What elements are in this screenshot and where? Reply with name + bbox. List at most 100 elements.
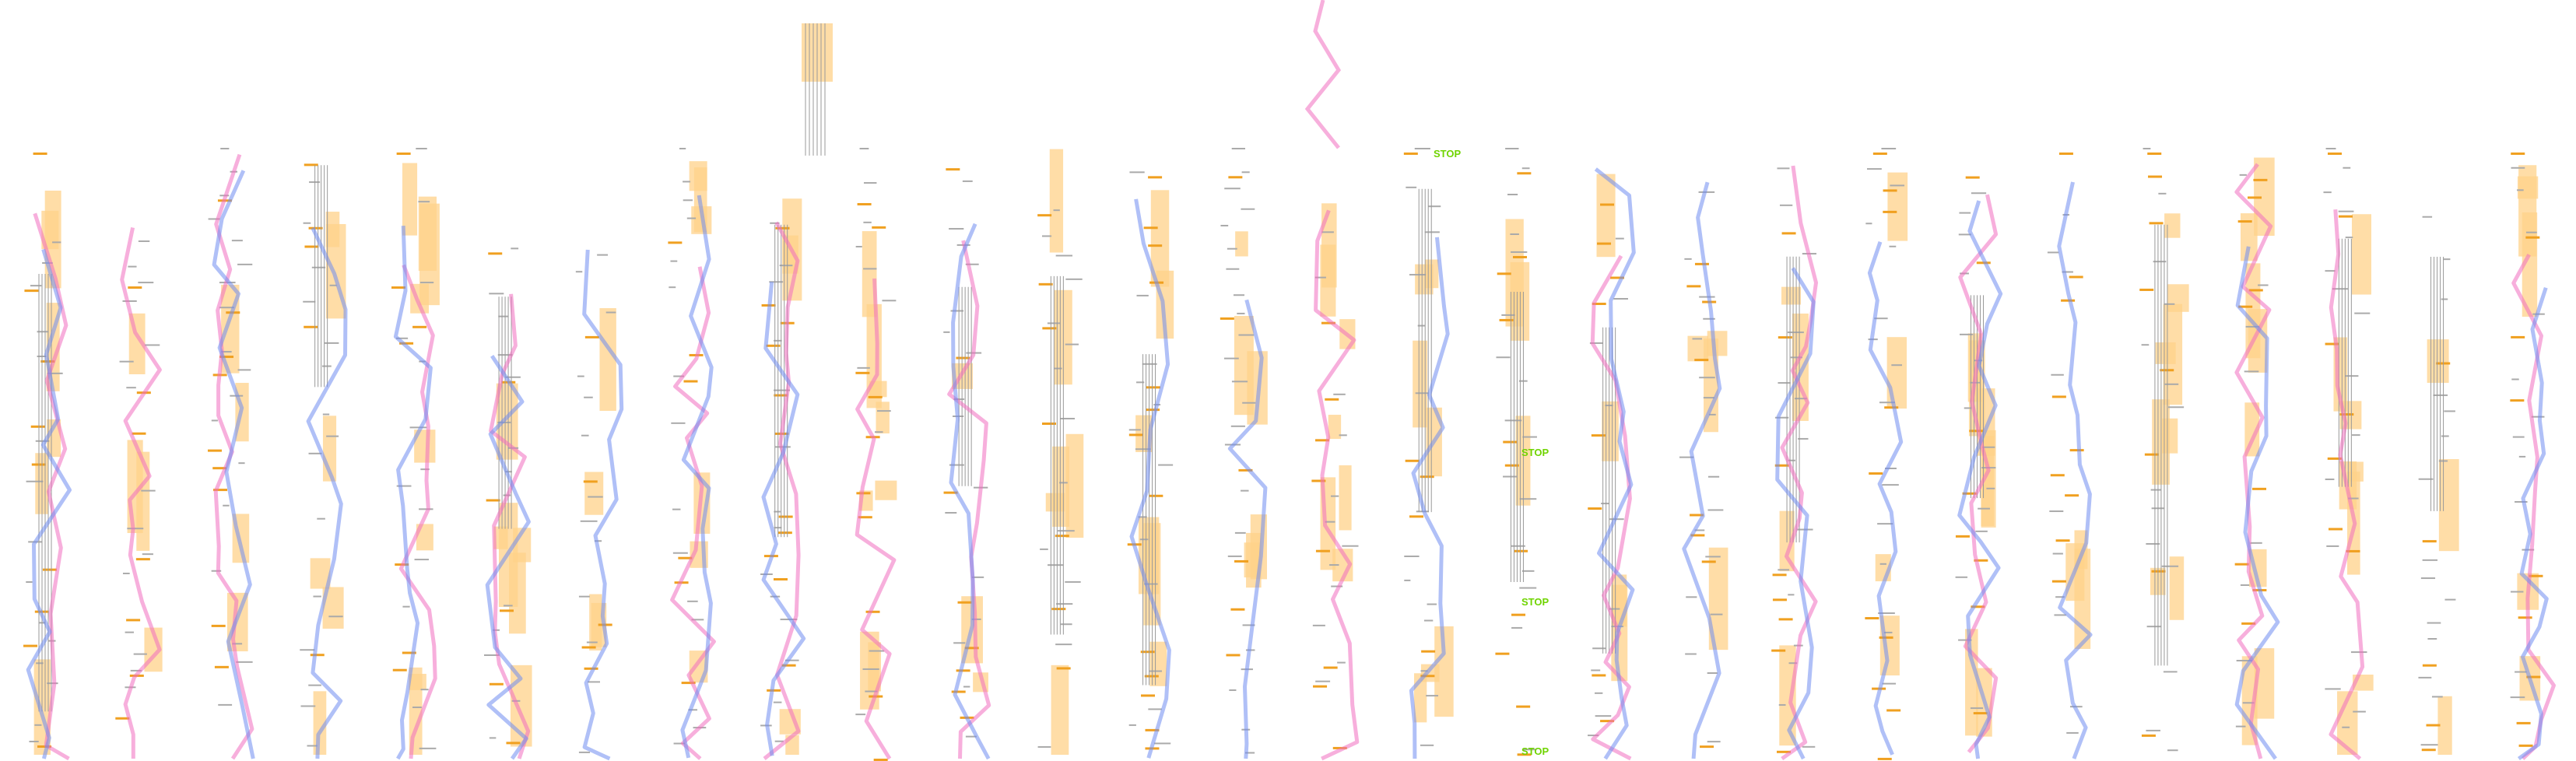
dash <box>2160 369 2174 372</box>
dash <box>115 717 130 720</box>
tick-text <box>1958 233 1971 236</box>
dash <box>2065 494 2079 497</box>
dash <box>1230 608 1245 611</box>
block <box>862 231 877 317</box>
tick-text <box>863 221 872 223</box>
tick-text <box>1053 367 1062 370</box>
block <box>1887 172 1908 241</box>
tick-text <box>1056 603 1073 605</box>
tick-text <box>395 337 409 339</box>
dash <box>1315 439 1330 442</box>
ribbon <box>947 240 991 759</box>
dash <box>1965 176 1980 179</box>
dash <box>488 252 503 255</box>
tick-text <box>1522 749 1537 751</box>
block <box>1413 340 1428 428</box>
tick-text <box>1703 317 1715 320</box>
tick-text <box>1428 205 1441 208</box>
dash <box>391 286 406 289</box>
tick-text <box>1519 587 1537 589</box>
tick-text <box>2516 189 2524 191</box>
dash <box>2248 196 2262 199</box>
tick-text <box>141 489 156 492</box>
tick-text <box>237 369 251 371</box>
tick-text <box>1883 631 1893 633</box>
tick-text <box>1060 623 1072 626</box>
stop-label: STOP <box>1521 447 1549 458</box>
dash <box>778 515 793 518</box>
dash <box>1321 321 1335 324</box>
dash <box>2241 622 2256 625</box>
tick-text <box>1414 148 1430 149</box>
tick-text <box>232 643 243 645</box>
tick-text <box>2066 731 2079 734</box>
tick-text <box>1788 662 1798 665</box>
tick-text <box>126 387 136 389</box>
dash <box>214 665 229 668</box>
dash <box>310 654 325 657</box>
tick-text <box>962 180 973 182</box>
tick-text <box>1314 276 1326 279</box>
tick-text <box>1802 745 1816 748</box>
stop-label: STOP <box>1521 596 1549 608</box>
tick-text <box>1882 682 1897 685</box>
block <box>2240 213 2258 261</box>
tick-text <box>1227 555 1242 557</box>
tick-text <box>2422 559 2438 561</box>
tick-text <box>1244 752 1255 754</box>
dash <box>2422 664 2437 667</box>
tick-text <box>300 705 316 707</box>
tick-text <box>1503 475 1518 478</box>
ribbon <box>1304 0 1342 149</box>
block <box>2167 284 2189 312</box>
tick-text <box>2146 626 2162 628</box>
block <box>2155 342 2176 364</box>
tick-text <box>1242 402 1256 404</box>
tick-text <box>1048 564 1064 566</box>
dash <box>304 245 319 248</box>
tick-text <box>1595 692 1603 694</box>
tick-text <box>857 366 870 369</box>
dash <box>777 531 792 535</box>
tick-text <box>1065 343 1079 345</box>
tick-text <box>419 747 437 749</box>
dash <box>24 289 39 293</box>
tick-text <box>769 281 784 283</box>
tick-text <box>2244 370 2259 373</box>
tick-text <box>1158 464 1174 466</box>
dash <box>1969 430 1984 433</box>
tick-text <box>1220 224 1229 226</box>
tick-text <box>223 504 230 507</box>
block <box>589 594 602 651</box>
tick-text <box>303 222 311 224</box>
tick-text <box>1238 334 1255 336</box>
dash <box>2421 749 2436 752</box>
tick-text <box>1970 707 1984 710</box>
ribbon <box>212 170 255 759</box>
tick-text <box>2343 167 2351 169</box>
block <box>1602 401 1619 461</box>
dash <box>872 226 886 229</box>
dash <box>308 226 323 230</box>
dash <box>2327 153 2342 155</box>
tick-text <box>122 300 137 302</box>
tick-text <box>1331 495 1339 497</box>
tick-text <box>1329 564 1339 566</box>
dash <box>2069 275 2083 279</box>
ribbon <box>1594 167 1636 760</box>
dash <box>668 241 683 244</box>
dash <box>683 380 698 383</box>
block <box>2349 461 2364 482</box>
tick-text <box>965 263 979 265</box>
dash <box>1884 406 1899 409</box>
dash <box>773 578 788 581</box>
tick-text <box>597 254 609 256</box>
tick-text <box>770 222 780 224</box>
tick-text <box>2141 344 2150 346</box>
tick-text <box>409 426 427 429</box>
tick-text <box>1226 268 1240 270</box>
tick-text <box>1881 148 1897 149</box>
dash <box>1600 720 1615 723</box>
dash <box>1883 210 1897 213</box>
tick-text <box>419 508 433 510</box>
